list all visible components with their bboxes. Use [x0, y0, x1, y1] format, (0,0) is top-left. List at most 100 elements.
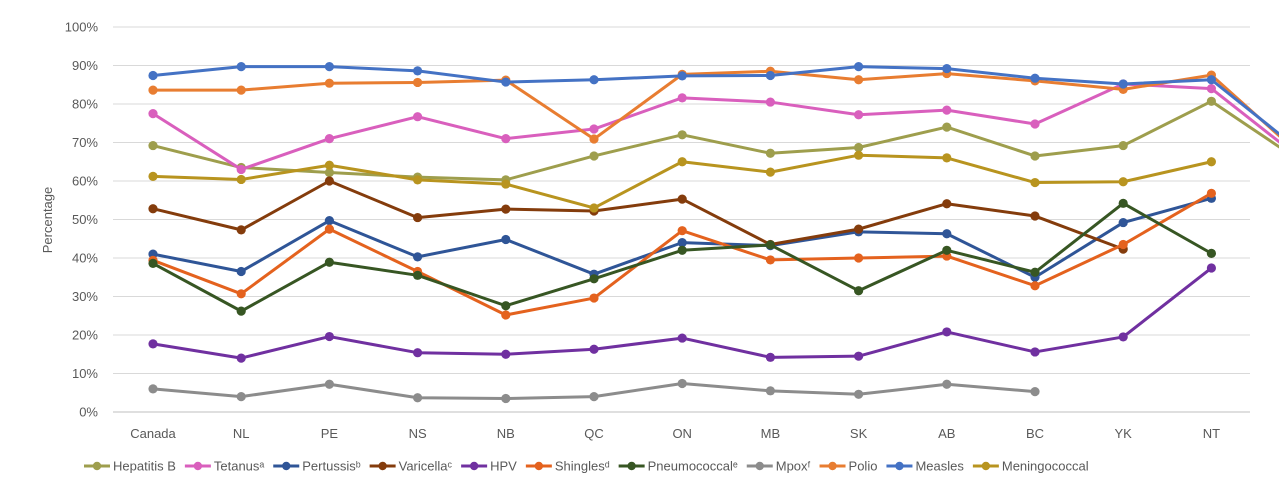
x-tick-label: PE [321, 426, 339, 441]
series-group [148, 263, 1216, 363]
series-group [148, 198, 1216, 316]
legend-label: Mpoxᶠ [776, 459, 811, 474]
data-point [854, 389, 864, 399]
data-point [413, 66, 423, 76]
data-point [589, 392, 599, 402]
data-point [1206, 248, 1216, 258]
data-point [324, 78, 334, 88]
legend-item: Pneumococcalᵉ [618, 459, 738, 474]
legend-item: Shinglesᵈ [525, 459, 610, 474]
data-point [1118, 79, 1128, 89]
x-tick-label: YK [1115, 426, 1133, 441]
data-point [1118, 177, 1128, 187]
data-point [236, 62, 246, 72]
legend-item: Pertussisᵇ [273, 459, 361, 474]
data-point [236, 85, 246, 95]
x-tick-label: NT [1203, 426, 1220, 441]
data-point [501, 77, 511, 87]
x-tick-label: SK [850, 426, 868, 441]
series-line [151, 65, 1279, 136]
data-point [236, 289, 246, 299]
data-point [942, 245, 952, 255]
legend-label: Measles [915, 459, 964, 474]
legend-label: HPV [490, 459, 517, 474]
data-point [1118, 332, 1128, 342]
y-axis-label: Percentage [40, 187, 55, 254]
series-group [148, 79, 1279, 175]
data-point [148, 384, 158, 394]
data-point [413, 270, 423, 280]
series-group [148, 378, 1040, 404]
data-point [677, 93, 687, 103]
data-point [1030, 211, 1040, 221]
data-point [1206, 84, 1216, 94]
data-point [1206, 157, 1216, 167]
x-tick-label: Canada [130, 426, 176, 441]
legend-item: Mpoxᶠ [746, 459, 811, 474]
data-point [324, 134, 334, 144]
data-point [854, 75, 864, 85]
data-point [501, 179, 511, 189]
legend-item: Polio [819, 459, 877, 474]
data-point [413, 77, 423, 88]
data-point [765, 255, 776, 265]
data-point [942, 63, 952, 74]
data-point [765, 352, 776, 362]
legend-item: Measles [886, 459, 964, 474]
series-line [151, 69, 1279, 141]
y-tick-label: 90% [72, 58, 98, 73]
data-point [501, 393, 511, 404]
series-group [148, 62, 1279, 136]
data-point [501, 204, 511, 214]
data-point [236, 164, 246, 175]
series-group [148, 150, 1216, 213]
data-point [589, 293, 599, 303]
data-point [236, 174, 246, 185]
legend-swatch-marker [378, 461, 387, 471]
data-point [589, 75, 599, 85]
data-point [324, 167, 334, 178]
data-point [765, 70, 776, 81]
legend-label: Tetanusᵃ [214, 459, 265, 474]
data-point [854, 351, 864, 361]
data-point [589, 124, 599, 134]
y-axis-ticks: 0% 10% 20% 30% 40% 50% 60% 70% 80% 90% 100% [65, 20, 99, 420]
series-group [148, 188, 1216, 320]
legend-swatch-marker [981, 461, 991, 471]
data-point [1030, 267, 1040, 277]
data-point [589, 151, 599, 161]
data-point [1118, 140, 1128, 151]
data-point [501, 301, 511, 311]
x-tick-label: AB [938, 426, 955, 441]
data-point [236, 306, 246, 316]
y-tick-label: 70% [72, 135, 98, 150]
legend-item: Tetanusᵃ [184, 459, 265, 474]
data-point [677, 157, 687, 167]
data-point [677, 130, 687, 140]
legend-swatch-marker [828, 461, 837, 471]
data-point [148, 70, 158, 81]
y-tick-label: 60% [72, 174, 98, 189]
data-point [1030, 347, 1040, 357]
data-point [854, 62, 864, 72]
data-point [236, 225, 246, 235]
y-tick-label: 10% [72, 366, 98, 381]
legend: Hepatitis B Tetanusᵃ Pertussisᵇ Varicellaᶜ H… [84, 459, 1089, 474]
y-tick-label: 20% [72, 328, 98, 343]
data-point [501, 234, 511, 245]
data-point [324, 160, 334, 170]
data-point [148, 204, 158, 214]
data-point [677, 71, 687, 81]
x-tick-label: NB [497, 426, 515, 441]
data-point [589, 134, 599, 144]
data-point [765, 386, 776, 396]
data-point [677, 333, 687, 343]
legend-label: Shinglesᵈ [555, 459, 610, 474]
data-point [324, 224, 334, 234]
data-point [324, 62, 334, 72]
data-point [942, 105, 952, 115]
data-point [765, 240, 776, 250]
data-point [1206, 75, 1216, 85]
data-point [854, 150, 864, 160]
data-point [324, 257, 334, 267]
